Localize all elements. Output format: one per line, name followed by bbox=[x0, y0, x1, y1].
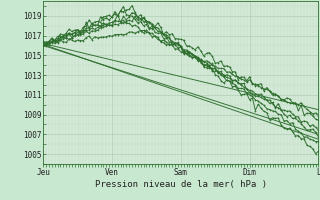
X-axis label: Pression niveau de la mer( hPa ): Pression niveau de la mer( hPa ) bbox=[95, 180, 267, 189]
